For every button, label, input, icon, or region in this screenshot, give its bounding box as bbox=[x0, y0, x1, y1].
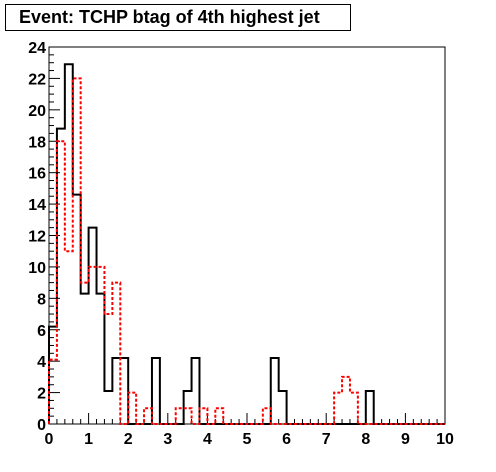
x-tick-label: 9 bbox=[401, 431, 410, 448]
x-tick-label: 3 bbox=[163, 431, 172, 448]
y-tick-label: 0 bbox=[37, 417, 46, 434]
x-tick-label: 2 bbox=[124, 431, 133, 448]
y-tick-label: 18 bbox=[28, 134, 46, 151]
y-tick-label: 24 bbox=[28, 40, 46, 57]
y-tick-label: 12 bbox=[28, 229, 46, 246]
series-0-histogram-line bbox=[48, 63, 445, 425]
series-1-histogram-line bbox=[48, 77, 445, 425]
series-layer bbox=[48, 63, 445, 425]
y-tick-label: 20 bbox=[28, 103, 46, 120]
x-tick-label: 5 bbox=[243, 431, 252, 448]
x-tick-label: 4 bbox=[203, 431, 212, 448]
y-tick-label: 6 bbox=[37, 323, 46, 340]
x-tick-label: 0 bbox=[45, 431, 54, 448]
y-tick-label: 4 bbox=[37, 354, 46, 371]
y-tick-label: 8 bbox=[37, 291, 46, 308]
y-tick-label: 16 bbox=[28, 166, 46, 183]
x-tick-label: 6 bbox=[282, 431, 291, 448]
plot-frame bbox=[48, 46, 446, 425]
y-tick-label: 10 bbox=[28, 260, 46, 277]
axis-ticks bbox=[48, 46, 446, 425]
y-tick-label: 2 bbox=[37, 386, 46, 403]
y-tick-label: 14 bbox=[28, 197, 46, 214]
x-tick-label: 8 bbox=[361, 431, 370, 448]
y-tick-label: 22 bbox=[28, 71, 46, 88]
chart-title: Event: TCHP btag of 4th highest jet bbox=[5, 4, 351, 31]
x-tick-label: 10 bbox=[436, 431, 454, 448]
x-tick-label: 1 bbox=[84, 431, 93, 448]
x-tick-label: 7 bbox=[322, 431, 331, 448]
